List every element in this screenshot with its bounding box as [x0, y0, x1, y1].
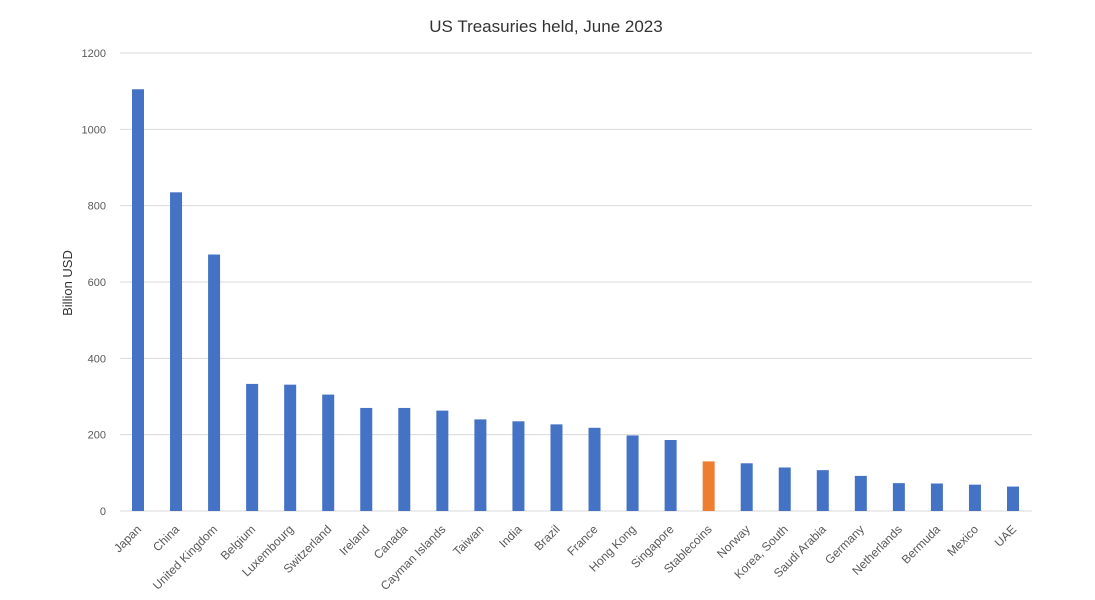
- y-tick-label: 0: [100, 506, 106, 518]
- gridlines: [120, 52, 1032, 512]
- bar-ireland: [360, 407, 373, 511]
- bar-taiwan: [474, 419, 487, 511]
- bar-stablecoins: [702, 461, 715, 511]
- bar-saudi-arabia: [816, 470, 829, 511]
- x-category-label: India: [496, 522, 525, 551]
- bar-norway: [740, 463, 753, 511]
- bar-singapore: [664, 440, 677, 511]
- y-tick-label: 1200: [82, 48, 106, 60]
- bar-mexico: [968, 484, 981, 511]
- x-category-label: Mexico: [944, 522, 981, 559]
- bar-india: [512, 421, 525, 511]
- bar-switzerland: [322, 394, 335, 511]
- x-category-label: Japan: [111, 522, 144, 555]
- bar-korea-south: [778, 467, 791, 511]
- bar-luxembourg: [284, 384, 297, 511]
- bar-netherlands: [892, 483, 905, 511]
- y-tick-label: 1000: [82, 124, 106, 136]
- bar-uae: [1007, 486, 1019, 511]
- x-category-label: Taiwan: [450, 522, 486, 558]
- x-category-label: Bermuda: [899, 522, 944, 567]
- bar-canada: [398, 407, 411, 511]
- y-tick-label: 800: [88, 201, 106, 213]
- y-tick-label: 200: [88, 430, 106, 442]
- y-axis-ticks: 0 200 400 600 800 1000 1200: [82, 48, 106, 518]
- chart-title: US Treasuries held, June 2023: [429, 17, 662, 36]
- bar-hong-kong: [626, 435, 639, 511]
- bar-france: [588, 427, 601, 511]
- bar-brazil: [550, 424, 563, 511]
- bars: [132, 89, 1019, 511]
- bar-belgium: [246, 383, 259, 511]
- bar-china: [170, 192, 183, 511]
- bar-united-kingdom: [208, 254, 221, 511]
- bar-bermuda: [930, 483, 943, 511]
- bar-japan: [132, 89, 144, 511]
- x-category-label: Brazil: [531, 522, 562, 553]
- x-category-label: Ireland: [337, 522, 373, 558]
- y-tick-label: 400: [88, 353, 106, 365]
- y-axis-label: Billion USD: [60, 250, 75, 316]
- bar-germany: [854, 475, 867, 511]
- x-category-label: China: [150, 522, 182, 554]
- x-category-label: Cayman Islands: [378, 522, 449, 593]
- x-category-label: UAE: [992, 522, 1019, 549]
- y-tick-label: 600: [88, 277, 106, 289]
- x-category-label: France: [564, 522, 601, 559]
- bar-cayman-islands: [436, 410, 449, 511]
